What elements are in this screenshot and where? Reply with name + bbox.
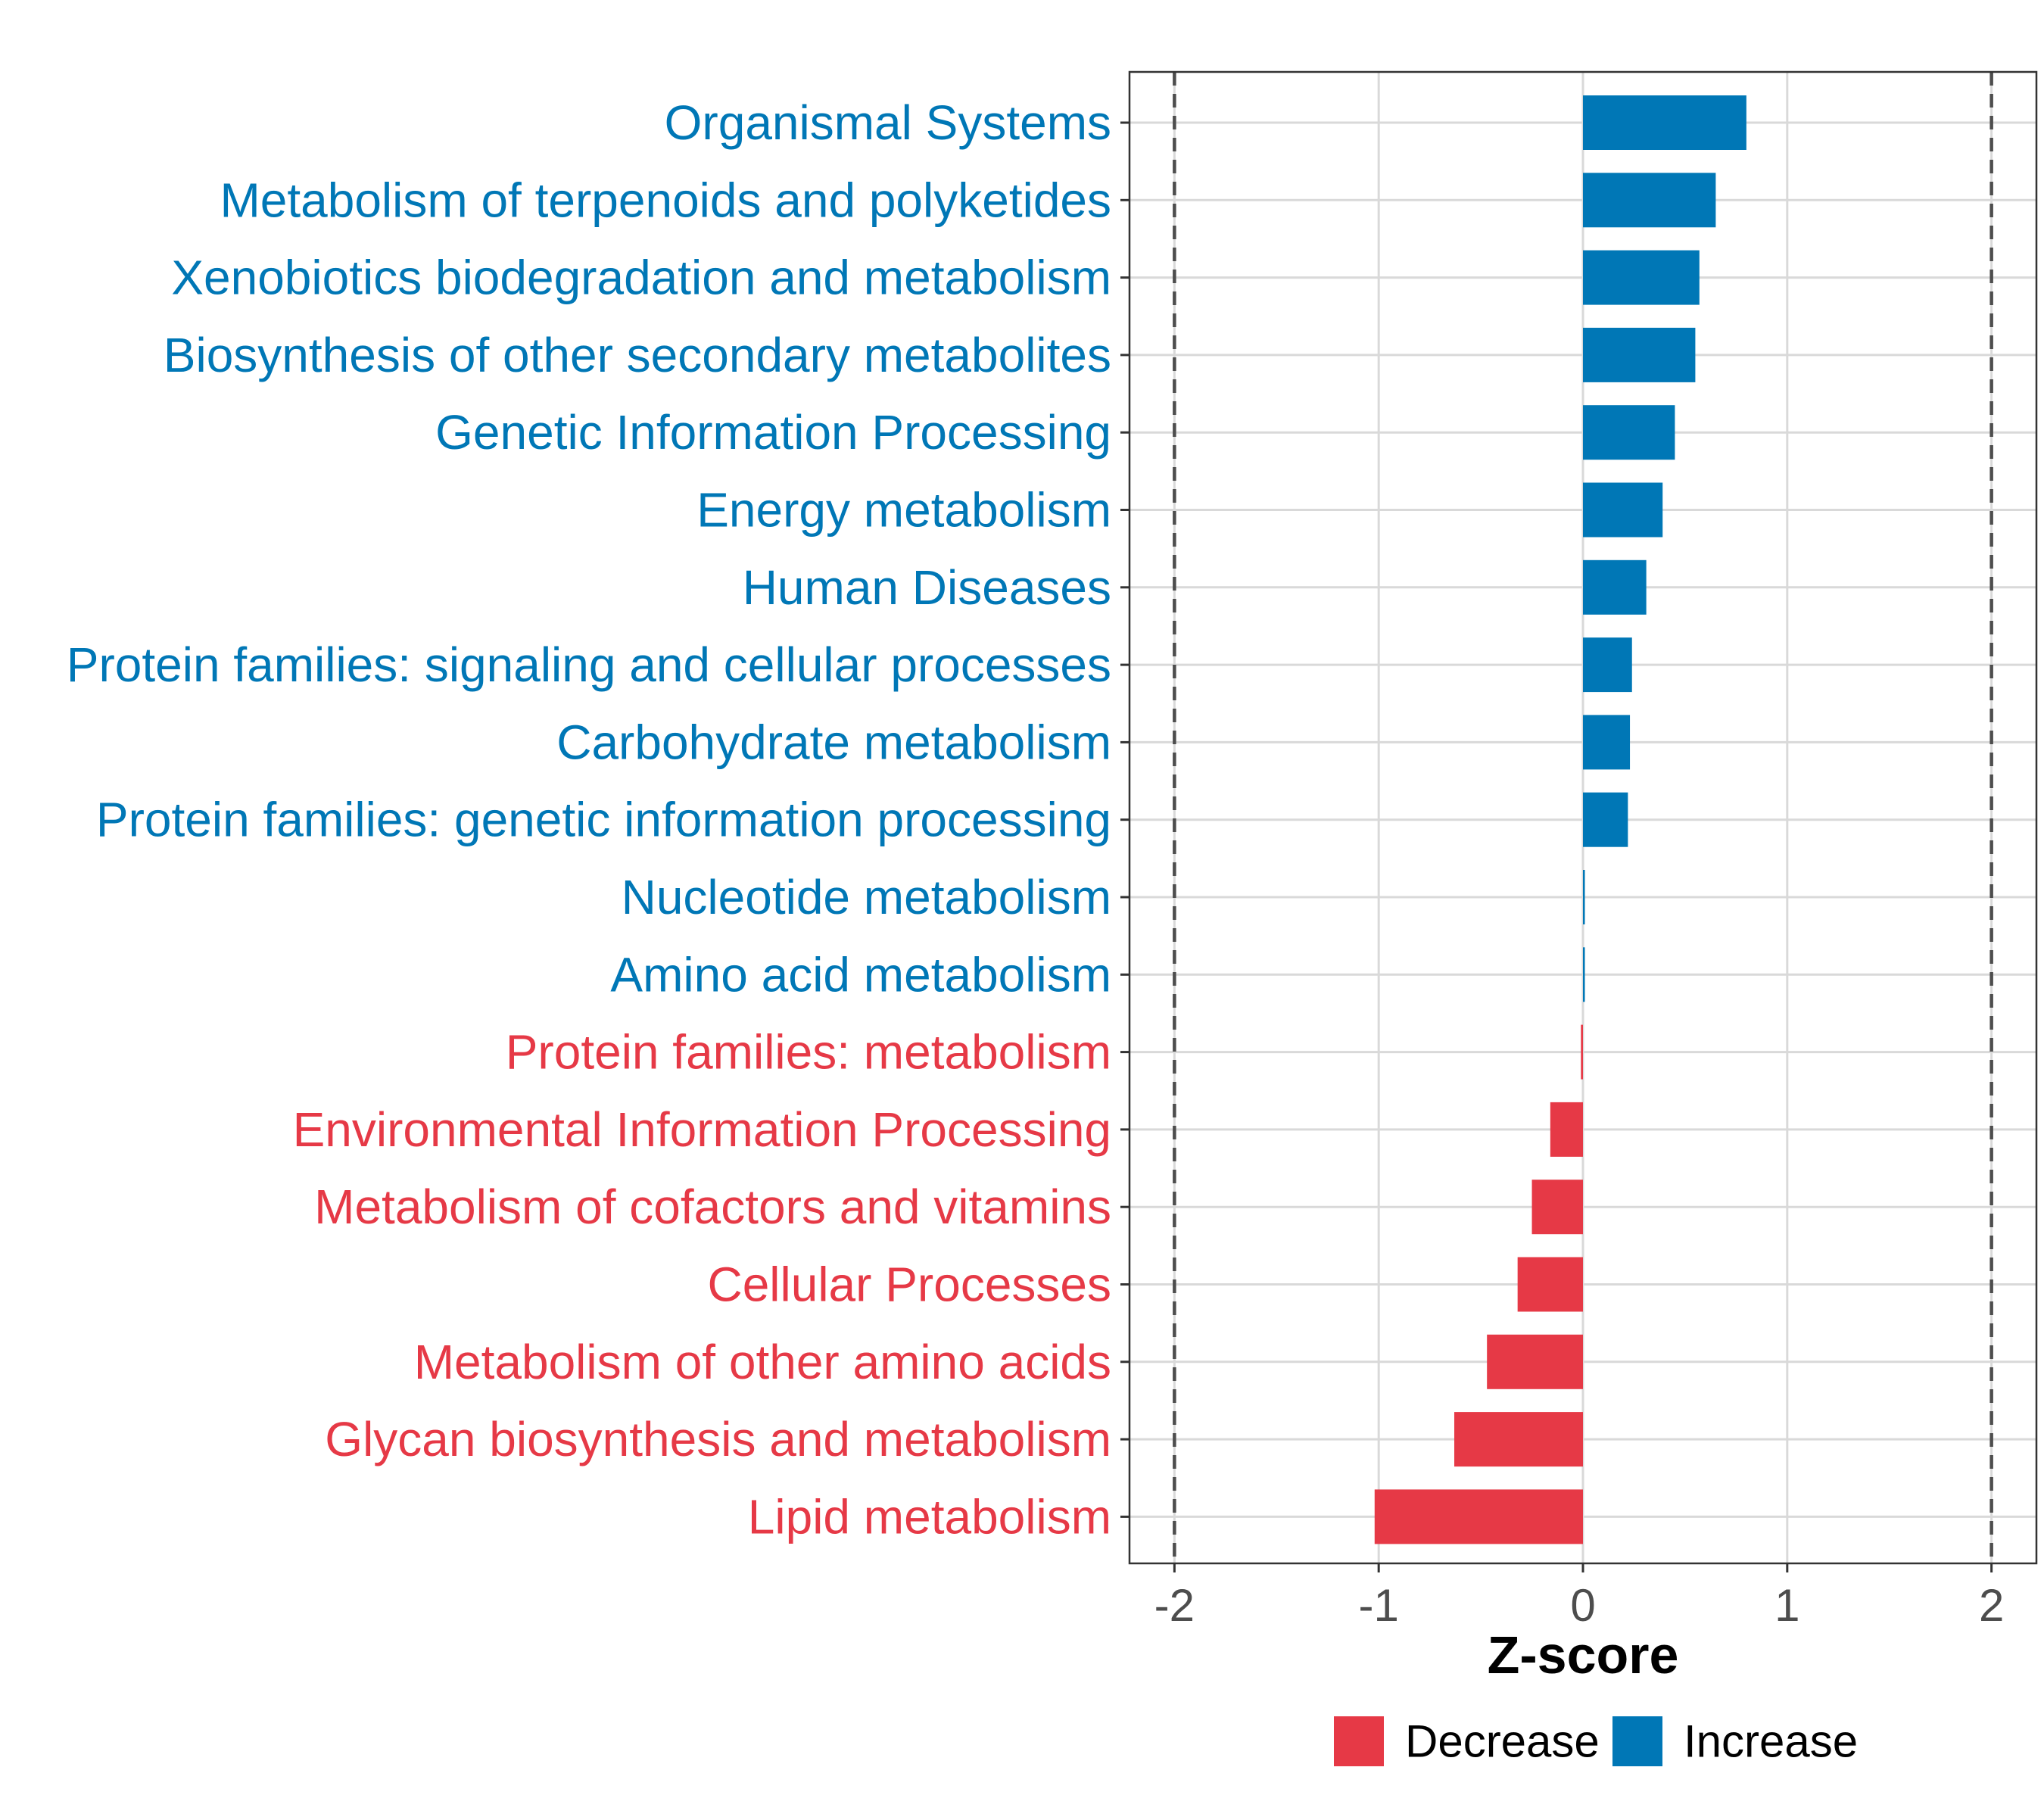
bar bbox=[1583, 327, 1696, 382]
category-label: Metabolism of terpenoids and polyketides bbox=[220, 173, 1111, 227]
x-tick-label: -2 bbox=[1154, 1580, 1195, 1631]
bar bbox=[1583, 792, 1628, 847]
bar bbox=[1517, 1257, 1583, 1312]
category-label: Human Diseases bbox=[743, 560, 1111, 615]
bar bbox=[1487, 1334, 1583, 1389]
bar bbox=[1550, 1102, 1583, 1157]
category-label: Carbohydrate metabolism bbox=[556, 715, 1111, 769]
category-label: Protein families: metabolism bbox=[506, 1025, 1111, 1080]
category-label: Metabolism of cofactors and vitamins bbox=[314, 1180, 1111, 1234]
x-axis-ticks bbox=[1173, 1563, 1993, 1572]
category-label: Nucleotide metabolism bbox=[622, 870, 1111, 924]
x-tick-label: 0 bbox=[1570, 1580, 1595, 1631]
bar bbox=[1531, 1180, 1583, 1235]
category-label: Xenobiotics biodegradation and metabolis… bbox=[171, 251, 1111, 305]
y-axis-ticks bbox=[1120, 121, 1129, 1518]
category-label: Protein families: genetic information pr… bbox=[96, 793, 1111, 847]
reference-lines bbox=[1173, 72, 1993, 1563]
legend: Decrease Increase bbox=[1334, 1716, 1858, 1767]
bar bbox=[1583, 173, 1716, 228]
x-tick-label: 1 bbox=[1774, 1580, 1799, 1631]
x-axis-tick-labels: -2 -1 0 1 2 bbox=[1154, 1580, 2005, 1631]
bar bbox=[1583, 637, 1632, 693]
bar bbox=[1583, 405, 1675, 460]
category-labels: Organismal Systems Metabolism of terpenoi… bbox=[67, 95, 1111, 1544]
category-label: Biosynthesis of other secondary metaboli… bbox=[164, 328, 1111, 382]
x-tick-label: 2 bbox=[1979, 1580, 2004, 1631]
legend-label-decrease: Decrease bbox=[1405, 1716, 1600, 1767]
category-label: Metabolism of other amino acids bbox=[414, 1335, 1111, 1389]
category-label: Energy metabolism bbox=[696, 483, 1111, 538]
category-label: Amino acid metabolism bbox=[610, 947, 1111, 1002]
category-label: Lipid metabolism bbox=[748, 1489, 1111, 1544]
bar bbox=[1374, 1489, 1583, 1544]
category-label: Cellular Processes bbox=[707, 1258, 1111, 1312]
bar bbox=[1583, 95, 1746, 150]
legend-label-increase: Increase bbox=[1684, 1716, 1858, 1767]
bar bbox=[1581, 1024, 1583, 1080]
bar bbox=[1454, 1412, 1583, 1467]
x-tick-label: -1 bbox=[1359, 1580, 1399, 1631]
bar bbox=[1583, 715, 1631, 770]
bar bbox=[1583, 482, 1663, 538]
legend-swatch-increase bbox=[1612, 1716, 1662, 1766]
x-axis-title: Z-score bbox=[1488, 1625, 1679, 1685]
category-label: Organismal Systems bbox=[665, 95, 1111, 150]
bar bbox=[1583, 559, 1647, 615]
category-label: Genetic Information Processing bbox=[435, 405, 1111, 460]
bar bbox=[1583, 947, 1585, 1002]
bars bbox=[1374, 95, 1746, 1544]
category-label: Protein families: signaling and cellular… bbox=[67, 637, 1111, 692]
category-label: Environmental Information Processing bbox=[293, 1102, 1111, 1157]
legend-swatch-decrease bbox=[1334, 1716, 1384, 1766]
category-label: Glycan biosynthesis and metabolism bbox=[325, 1412, 1111, 1466]
bar bbox=[1583, 870, 1585, 924]
bar bbox=[1583, 250, 1700, 305]
